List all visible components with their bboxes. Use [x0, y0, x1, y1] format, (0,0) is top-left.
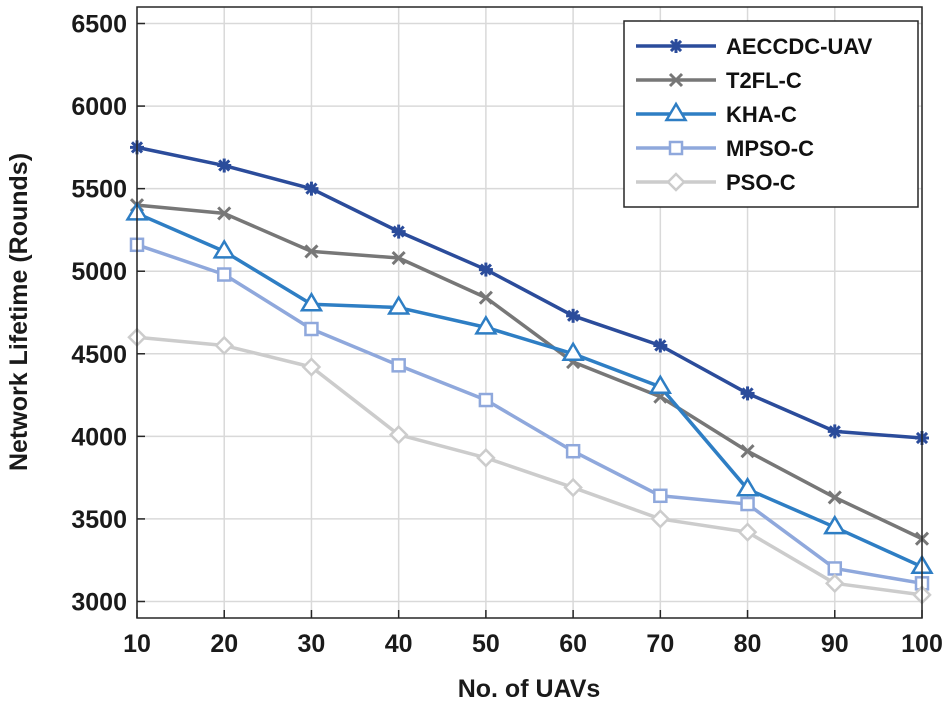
data-point: [388, 424, 409, 445]
legend: AECCDC-UAV T2FL-C KHA-C MPSO-C PSO-C: [623, 20, 919, 208]
series-line: [136, 211, 923, 569]
x-tick-label: 70: [646, 630, 674, 658]
y-axis-label: Network Lifetime (Rounds): [5, 153, 33, 471]
plot-frame: [136, 6, 923, 619]
series-mpso-c: [129, 237, 930, 591]
legend-label: KHA-C: [726, 102, 797, 127]
legend-label: PSO-C: [726, 170, 796, 195]
data-point: [827, 490, 842, 505]
y-tick-label: 4000: [71, 423, 127, 451]
legend-label: AECCDC-UAV: [726, 34, 873, 59]
data-point: [478, 290, 493, 305]
x-tick-label: 30: [298, 630, 326, 658]
data-point: [214, 335, 234, 356]
series-pso-c: [127, 327, 932, 605]
y-tick-label: 3500: [71, 506, 127, 534]
legend-marker: [669, 39, 683, 53]
legend-item: AECCDC-UAV: [636, 34, 873, 59]
x-tick-label: 10: [123, 630, 151, 658]
y-tick-label: 4500: [71, 341, 127, 369]
data-point: [653, 338, 668, 353]
data-point: [740, 386, 755, 401]
x-tick-label: 40: [385, 630, 413, 658]
series-t2fl-c: [129, 198, 930, 546]
legend-marker: [666, 172, 686, 192]
data-point: [217, 206, 232, 221]
data-point: [650, 509, 671, 529]
data-point: [476, 448, 496, 468]
data-point: [299, 291, 324, 312]
data-point: [301, 357, 322, 377]
data-point: [212, 238, 236, 259]
data-point: [565, 443, 581, 459]
x-tick-label: 100: [901, 630, 943, 658]
x-tick-label: 50: [472, 630, 500, 658]
data-point: [737, 522, 758, 542]
y-tick-label: 6500: [71, 11, 127, 39]
series-line: [136, 203, 923, 541]
legend-item: T2FL-C: [636, 68, 802, 93]
series-line: [136, 243, 923, 586]
data-point: [478, 262, 493, 277]
legend-label: T2FL-C: [726, 68, 802, 93]
y-tick-label: 5000: [71, 258, 127, 286]
data-point: [648, 374, 673, 395]
data-point: [740, 444, 755, 459]
data-point: [825, 573, 845, 594]
data-point: [391, 358, 406, 373]
data-point: [735, 476, 760, 497]
data-point: [827, 424, 842, 439]
legend-item: MPSO-C: [636, 136, 814, 161]
y-tick-label: 6000: [71, 93, 127, 121]
x-tick-label: 80: [734, 630, 762, 658]
legend-item: KHA-C: [636, 101, 797, 127]
legend-marker: [664, 101, 688, 122]
data-point: [304, 181, 319, 196]
series-group: [125, 140, 934, 605]
y-axis-ticks: 3000 3500 4000 4500 5000 5500 6000 6500: [71, 11, 145, 616]
data-point: [474, 314, 498, 335]
data-point: [391, 224, 406, 239]
x-axis-label: No. of UAVs: [458, 675, 601, 703]
data-point: [653, 488, 668, 504]
legend-item: PSO-C: [636, 170, 796, 195]
x-tick-label: 90: [821, 630, 849, 658]
data-point: [304, 321, 319, 337]
data-point: [563, 477, 583, 498]
series-kha-c: [125, 200, 934, 575]
data-point: [386, 295, 411, 315]
legend-marker: [668, 72, 684, 88]
data-point: [740, 496, 755, 512]
data-point: [216, 267, 232, 282]
y-tick-label: 3000: [71, 588, 127, 616]
data-point: [391, 250, 406, 266]
data-point: [566, 308, 581, 323]
legend-marker: [668, 140, 684, 156]
data-point: [217, 158, 232, 173]
x-tick-label: 20: [210, 630, 238, 658]
data-point: [478, 392, 494, 408]
series-line: [136, 335, 923, 597]
x-axis-ticks: 10 20 30 40 50 60 70 80 90 100: [123, 610, 943, 658]
legend-label: MPSO-C: [726, 136, 814, 161]
series-line: [136, 145, 923, 440]
data-point: [823, 514, 847, 535]
data-point: [561, 341, 585, 362]
data-point: [827, 561, 843, 576]
data-point: [304, 244, 319, 259]
y-tick-label: 5500: [71, 176, 127, 204]
x-tick-label: 60: [559, 630, 587, 658]
